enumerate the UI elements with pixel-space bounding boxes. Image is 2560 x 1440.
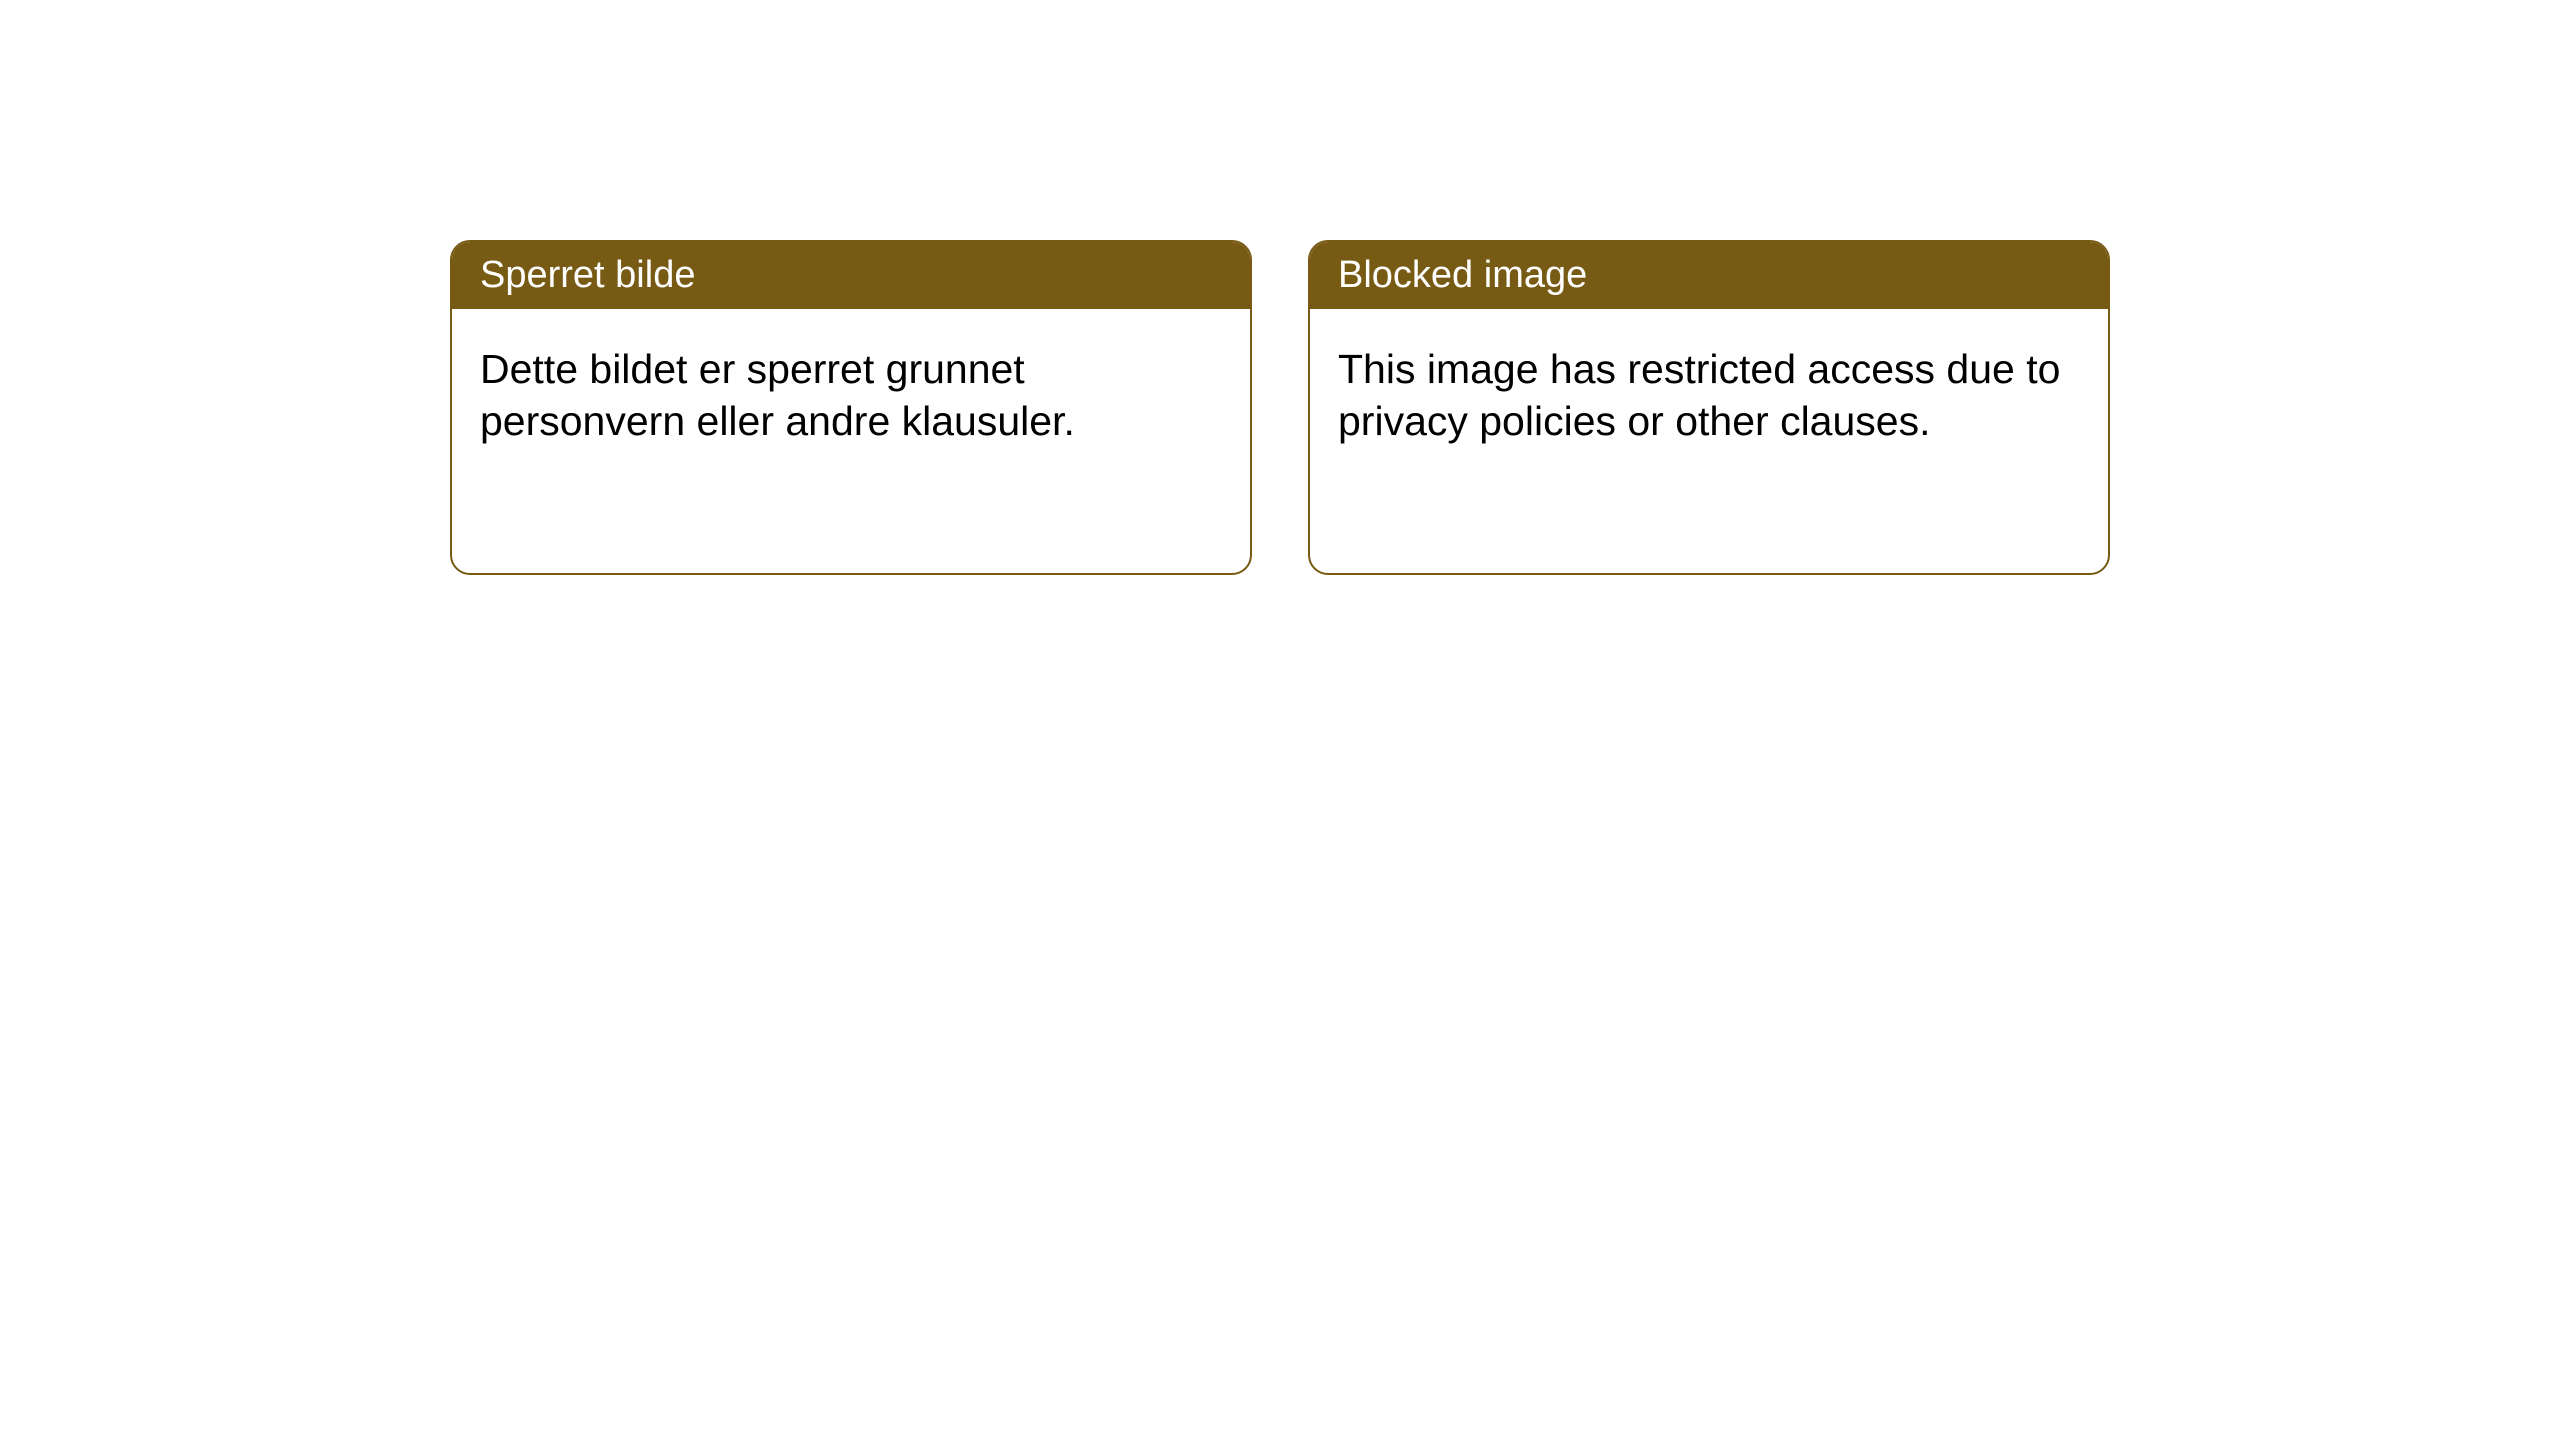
notice-card-norwegian: Sperret bilde Dette bildet er sperret gr… <box>450 240 1252 575</box>
notice-card-english: Blocked image This image has restricted … <box>1308 240 2110 575</box>
card-body: This image has restricted access due to … <box>1310 309 2108 482</box>
card-title: Blocked image <box>1338 254 1587 296</box>
card-body: Dette bildet er sperret grunnet personve… <box>452 309 1250 482</box>
card-header: Sperret bilde <box>452 242 1250 309</box>
card-message: This image has restricted access due to … <box>1338 346 2060 444</box>
card-header: Blocked image <box>1310 242 2108 309</box>
card-title: Sperret bilde <box>480 254 695 296</box>
card-message: Dette bildet er sperret grunnet personve… <box>480 346 1075 444</box>
blocked-image-notices: Sperret bilde Dette bildet er sperret gr… <box>450 240 2560 575</box>
